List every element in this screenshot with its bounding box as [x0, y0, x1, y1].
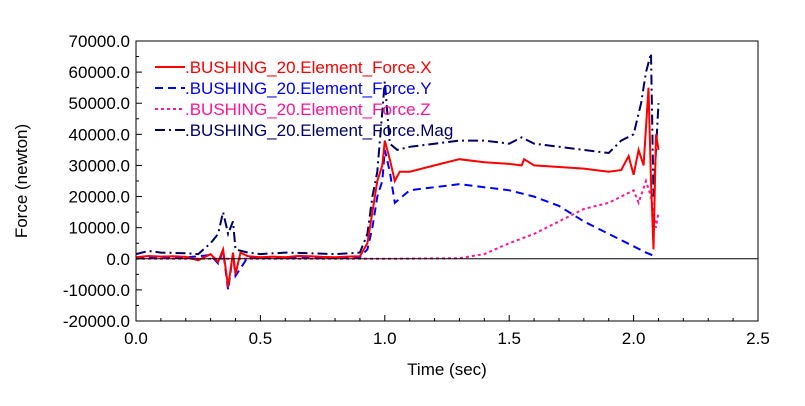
y-tick-label: 40000.0 — [69, 125, 130, 144]
y-tick-label: 70000.0 — [69, 32, 130, 51]
x-tick-label: 2.5 — [746, 329, 770, 348]
x-tick-label: 2.0 — [622, 329, 646, 348]
axes: -20000.0 -10000.0 0.0 10000.0 20000.0 30000.0… — [63, 32, 770, 348]
y-tick-label: 0.0 — [106, 250, 130, 269]
y-tick-label: 10000.0 — [69, 219, 130, 238]
x-tick-label: 1.0 — [373, 329, 397, 348]
legend-label: .BUSHING_20.Element_Force.Y — [185, 79, 432, 98]
y-axis-label: Force (newton) — [12, 124, 31, 238]
series-line-0 — [135, 87, 660, 287]
series-line-2 — [136, 177, 660, 260]
series-line-3 — [135, 53, 660, 256]
y-tick-label: 30000.0 — [69, 156, 130, 175]
y-tick-label: 20000.0 — [69, 188, 130, 207]
y-tick-label: 50000.0 — [69, 94, 130, 113]
y-tick-label: -10000.0 — [63, 281, 130, 300]
legend-label: .BUSHING_20.Element_Force.Mag — [185, 121, 453, 140]
series-line-1 — [135, 149, 654, 291]
legend: .BUSHING_20.Element_Force.X .BUSHING_20.E… — [155, 58, 453, 140]
y-tick-label: 60000.0 — [69, 63, 130, 82]
x-axis-label: Time (sec) — [407, 360, 487, 379]
x-tick-label: 0.5 — [249, 329, 273, 348]
legend-label: .BUSHING_20.Element_Force.Z — [185, 100, 431, 119]
series-group — [135, 53, 660, 291]
x-tick-label: 0.0 — [124, 329, 148, 348]
legend-label: .BUSHING_20.Element_Force.X — [185, 58, 432, 77]
y-tick-label: -20000.0 — [63, 312, 130, 331]
x-tick-label: 1.5 — [497, 329, 521, 348]
